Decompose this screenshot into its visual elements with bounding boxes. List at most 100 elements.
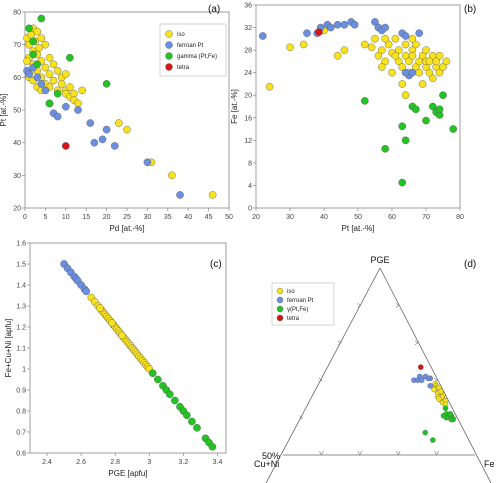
data-point xyxy=(418,377,425,383)
x-tick-label: 2.6 xyxy=(76,459,86,466)
data-point xyxy=(326,23,335,32)
data-point xyxy=(374,51,383,60)
data-point xyxy=(49,76,58,85)
data-point xyxy=(401,32,410,40)
data-point xyxy=(29,50,37,59)
data-point xyxy=(208,191,217,199)
legend-entry: iso xyxy=(177,32,185,38)
data-point xyxy=(62,102,70,111)
y-tick-label: 1.6 xyxy=(16,241,26,248)
y-tick-label: 60 xyxy=(13,75,21,82)
x-tick-label: 15 xyxy=(82,214,90,221)
y-axis-label: Pt [at.-%] xyxy=(0,94,8,127)
series-iso xyxy=(431,381,449,408)
data-point xyxy=(57,80,66,88)
data-point xyxy=(23,57,31,65)
y-tick-label: 1 xyxy=(22,367,26,374)
legend-marker xyxy=(276,314,284,322)
data-point xyxy=(384,40,393,49)
data-point xyxy=(408,68,417,77)
data-point xyxy=(171,396,179,405)
data-point xyxy=(74,99,82,108)
legend-entry: gamma (Pt,Fe) xyxy=(177,54,217,60)
x-tick-label: 20 xyxy=(252,214,260,221)
data-point xyxy=(371,18,379,26)
series-gamma xyxy=(360,91,458,187)
data-point xyxy=(427,383,434,389)
series-iso xyxy=(265,26,451,100)
data-point xyxy=(25,24,33,33)
series-iso xyxy=(87,293,154,373)
data-point xyxy=(66,83,74,91)
legend: iso ferroan Pt gamma (Pt,Fe) tetra xyxy=(159,23,227,77)
data-point xyxy=(286,43,294,52)
data-point xyxy=(422,429,428,436)
data-point xyxy=(35,44,44,52)
legend-marker xyxy=(165,30,173,38)
data-point xyxy=(438,388,444,395)
data-point xyxy=(360,97,369,105)
data-point xyxy=(381,35,390,43)
data-point xyxy=(439,63,447,71)
data-point xyxy=(98,135,107,144)
data-point xyxy=(422,116,430,125)
chart-panel-d: PGE Cu+Ni Fe 50% (d) iso ferroan Pt γ(Pt,Fe) tet… xyxy=(254,255,495,483)
data-point xyxy=(401,40,410,49)
data-point xyxy=(82,287,91,296)
data-point xyxy=(118,331,126,340)
ternary-tick xyxy=(319,450,324,456)
data-point xyxy=(439,91,447,100)
data-point xyxy=(90,138,99,147)
y-tick-label: 16 xyxy=(244,115,252,122)
data-point xyxy=(168,171,176,180)
x-axis-label: PGE [apfu] xyxy=(108,469,147,478)
x-tick-label: 10 xyxy=(62,214,70,221)
data-point xyxy=(440,412,447,419)
series-ferroan_pt xyxy=(60,260,91,296)
data-point xyxy=(45,70,54,78)
legend-entry: ferroan Pt xyxy=(177,43,204,49)
legend-marker xyxy=(276,296,284,304)
ternary-tick xyxy=(395,303,400,308)
data-point xyxy=(110,142,119,150)
x-tick-label: 25 xyxy=(123,214,131,221)
y-tick-label: 28 xyxy=(244,48,252,55)
y-tick-label: 80 xyxy=(13,10,21,17)
data-point xyxy=(435,51,444,60)
ternary-edge-left xyxy=(265,267,381,483)
data-point xyxy=(428,74,437,83)
data-point xyxy=(449,125,458,133)
y-tick-label: 20 xyxy=(244,93,252,100)
data-point xyxy=(53,89,62,98)
data-point xyxy=(143,158,152,167)
data-point xyxy=(154,375,162,384)
legend-marker xyxy=(165,41,173,49)
data-point xyxy=(431,386,437,393)
legend-entry: tetra xyxy=(287,316,300,322)
ternary-tick xyxy=(357,450,363,456)
ternary-50-label: 50% xyxy=(262,451,280,461)
chart-panel-c: 2.4 2.6 2.8 3 3.2 3.4 0.6 0.7 0.8 0.9 1 1.1 1.2 1.3 1.… xyxy=(4,241,227,478)
data-point xyxy=(265,82,274,91)
data-point xyxy=(394,57,403,66)
data-point xyxy=(193,423,201,432)
y-tick-label: 1.3 xyxy=(16,304,26,311)
x-tick-label: 60 xyxy=(388,214,396,221)
x-tick-label: 50 xyxy=(225,214,233,221)
data-point xyxy=(371,35,379,43)
x-tick-label: 3 xyxy=(147,459,151,466)
data-point xyxy=(388,68,396,77)
x-tick-label: 0 xyxy=(23,214,27,221)
data-point xyxy=(41,86,50,95)
x-tick-label: 35 xyxy=(164,214,172,221)
vertex-label-pge: PGE xyxy=(370,255,389,265)
y-axis-label: Fe+Cu+Ni [apfu] xyxy=(4,319,13,378)
x-axis-label: Pd [at.-%] xyxy=(109,224,144,233)
data-point xyxy=(208,442,217,451)
legend-marker xyxy=(165,63,173,71)
data-point xyxy=(182,411,191,420)
series-gamma xyxy=(422,405,456,443)
data-point xyxy=(148,369,157,378)
y-axis-label: Fe [at.-%] xyxy=(230,89,239,124)
